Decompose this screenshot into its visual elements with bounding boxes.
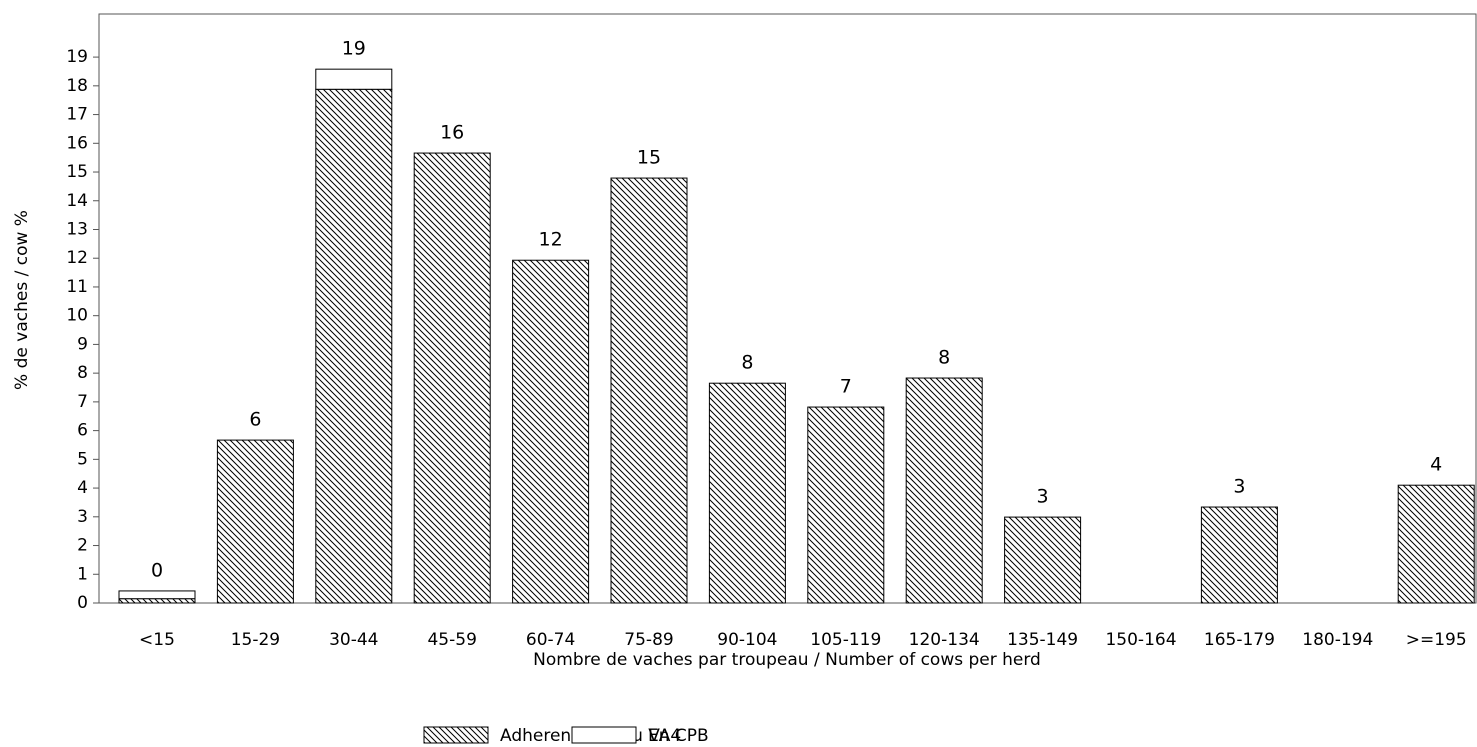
x-tick-label: 90-104 xyxy=(717,630,777,650)
bar-segment xyxy=(118,590,196,600)
y-tick-label: 7 xyxy=(77,392,88,412)
bar-segment xyxy=(315,68,393,90)
bar-segment xyxy=(118,598,196,604)
legend-swatch xyxy=(423,726,489,744)
x-tick-label: 180-194 xyxy=(1302,630,1373,650)
bar-segment xyxy=(512,259,590,604)
x-tick-label: 165-179 xyxy=(1204,630,1275,650)
y-tick-label: 17 xyxy=(66,105,88,125)
legend-swatch xyxy=(571,726,637,744)
data-label: 4 xyxy=(1430,454,1442,476)
y-tick-label: 8 xyxy=(77,363,88,383)
data-label: 8 xyxy=(741,352,753,374)
y-tick-label: 6 xyxy=(77,421,88,441)
y-tick-label: 14 xyxy=(66,191,88,211)
bar-segment xyxy=(610,177,688,604)
bar-segment xyxy=(905,377,983,604)
y-tick-label: 10 xyxy=(66,306,88,326)
bar-segment xyxy=(216,439,294,604)
data-label: 3 xyxy=(1233,476,1245,498)
data-label: 16 xyxy=(440,122,464,144)
y-tick-label: 2 xyxy=(77,536,88,556)
data-label: 0 xyxy=(151,559,163,581)
x-tick-label: 45-59 xyxy=(427,630,476,650)
plot-frame xyxy=(98,13,1477,604)
data-label: 15 xyxy=(637,147,661,169)
y-tick-label: 1 xyxy=(77,564,88,584)
y-tick-label: 11 xyxy=(66,277,88,297)
y-tick-label: 9 xyxy=(77,334,88,354)
y-tick-label: 15 xyxy=(66,162,88,182)
x-tick-label: 30-44 xyxy=(329,630,378,650)
y-tick-label: 4 xyxy=(77,478,88,498)
bar-segment xyxy=(1004,516,1082,604)
y-axis-title: % de vaches / cow % xyxy=(12,210,32,390)
data-label: 3 xyxy=(1037,486,1049,508)
data-label: 19 xyxy=(342,38,366,60)
data-label: 8 xyxy=(938,347,950,369)
legend-label: En CPB xyxy=(648,726,709,746)
x-tick-label: 150-164 xyxy=(1105,630,1176,650)
y-tick-label: 19 xyxy=(66,47,88,67)
bar-segment xyxy=(1200,506,1278,604)
y-tick-label: 12 xyxy=(66,248,88,268)
data-label: 6 xyxy=(249,409,261,431)
data-label: 12 xyxy=(539,229,563,251)
x-tick-label: 60-74 xyxy=(526,630,575,650)
y-tick-label: 13 xyxy=(66,219,88,239)
data-label: 7 xyxy=(840,376,852,398)
y-tick-label: 18 xyxy=(66,76,88,96)
x-tick-label: >=195 xyxy=(1406,630,1467,650)
x-tick-label: 75-89 xyxy=(624,630,673,650)
x-tick-label: 120-134 xyxy=(909,630,980,650)
x-axis-title: Nombre de vaches par troupeau / Number o… xyxy=(533,650,1041,670)
bar-segment xyxy=(708,382,786,604)
bar-segment xyxy=(413,152,491,604)
bar-segment xyxy=(315,88,393,604)
y-tick-label: 5 xyxy=(77,449,88,469)
y-tick-label: 0 xyxy=(77,593,88,613)
bar-segment xyxy=(1397,484,1475,604)
x-tick-label: 15-29 xyxy=(231,630,280,650)
bar-segment xyxy=(807,406,885,604)
y-tick-label: 16 xyxy=(66,133,88,153)
x-tick-label: <15 xyxy=(139,630,175,650)
x-tick-label: 135-149 xyxy=(1007,630,1078,650)
x-tick-label: 105-119 xyxy=(810,630,881,650)
y-tick-label: 3 xyxy=(77,507,88,527)
